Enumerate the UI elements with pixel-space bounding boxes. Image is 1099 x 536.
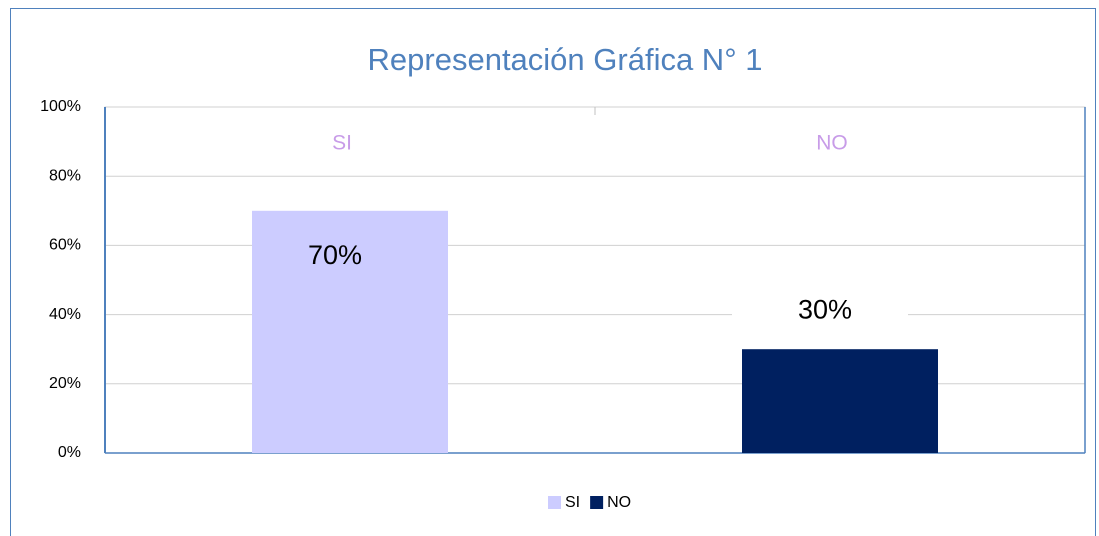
y-tick-label: 40% — [49, 306, 81, 323]
legend-swatch — [590, 496, 604, 509]
category-label: NO — [816, 132, 848, 155]
legend-swatch — [548, 496, 561, 509]
y-tick-label: 20% — [49, 375, 81, 392]
data-label-bg — [732, 291, 908, 332]
y-tick-label: 60% — [49, 237, 81, 254]
bar — [742, 349, 938, 453]
legend-label: NO — [607, 494, 631, 511]
chart-title: Representación Gráfica N° 1 — [368, 42, 763, 77]
legend-label: SI — [565, 494, 580, 511]
bar — [252, 210, 448, 453]
y-tick-label: 0% — [58, 444, 81, 461]
data-label: 70% — [308, 240, 362, 270]
category-label: SI — [332, 132, 352, 155]
y-tick-label: 80% — [49, 167, 81, 184]
chart-border — [10, 8, 1096, 536]
data-label: 30% — [798, 294, 852, 324]
y-tick-label: 100% — [40, 98, 81, 115]
